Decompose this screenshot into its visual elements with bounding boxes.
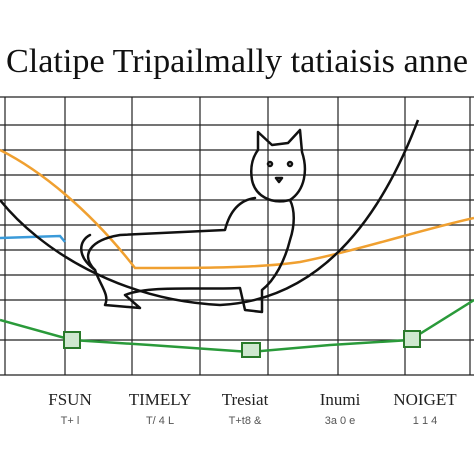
x-sublabel: 3a 0 e <box>325 415 356 427</box>
green-marker <box>63 331 81 349</box>
blue-line <box>0 234 66 243</box>
orange-line <box>0 148 474 270</box>
black-curve <box>0 119 420 307</box>
x-labels: FSUN TIMELY Tresiat Inumi NOIGET T+ l T/… <box>48 390 457 427</box>
x-label: Inumi <box>320 390 361 409</box>
x-sublabel: T+ l <box>61 415 80 427</box>
green-marker <box>403 330 421 348</box>
x-sublabel: T+t8 & <box>229 415 262 427</box>
x-label: Tresiat <box>222 390 269 409</box>
title: Clatipe Tripailmally tatiaisis anne <box>6 43 468 80</box>
x-label: FSUN <box>48 390 91 409</box>
x-label: NOIGET <box>393 390 457 409</box>
green-marker <box>241 342 261 358</box>
cat-drawing <box>80 128 307 314</box>
x-label: TIMELY <box>129 390 192 409</box>
x-sublabel: T/ 4 L <box>146 415 174 427</box>
x-sublabel: 1 1 4 <box>413 415 437 427</box>
